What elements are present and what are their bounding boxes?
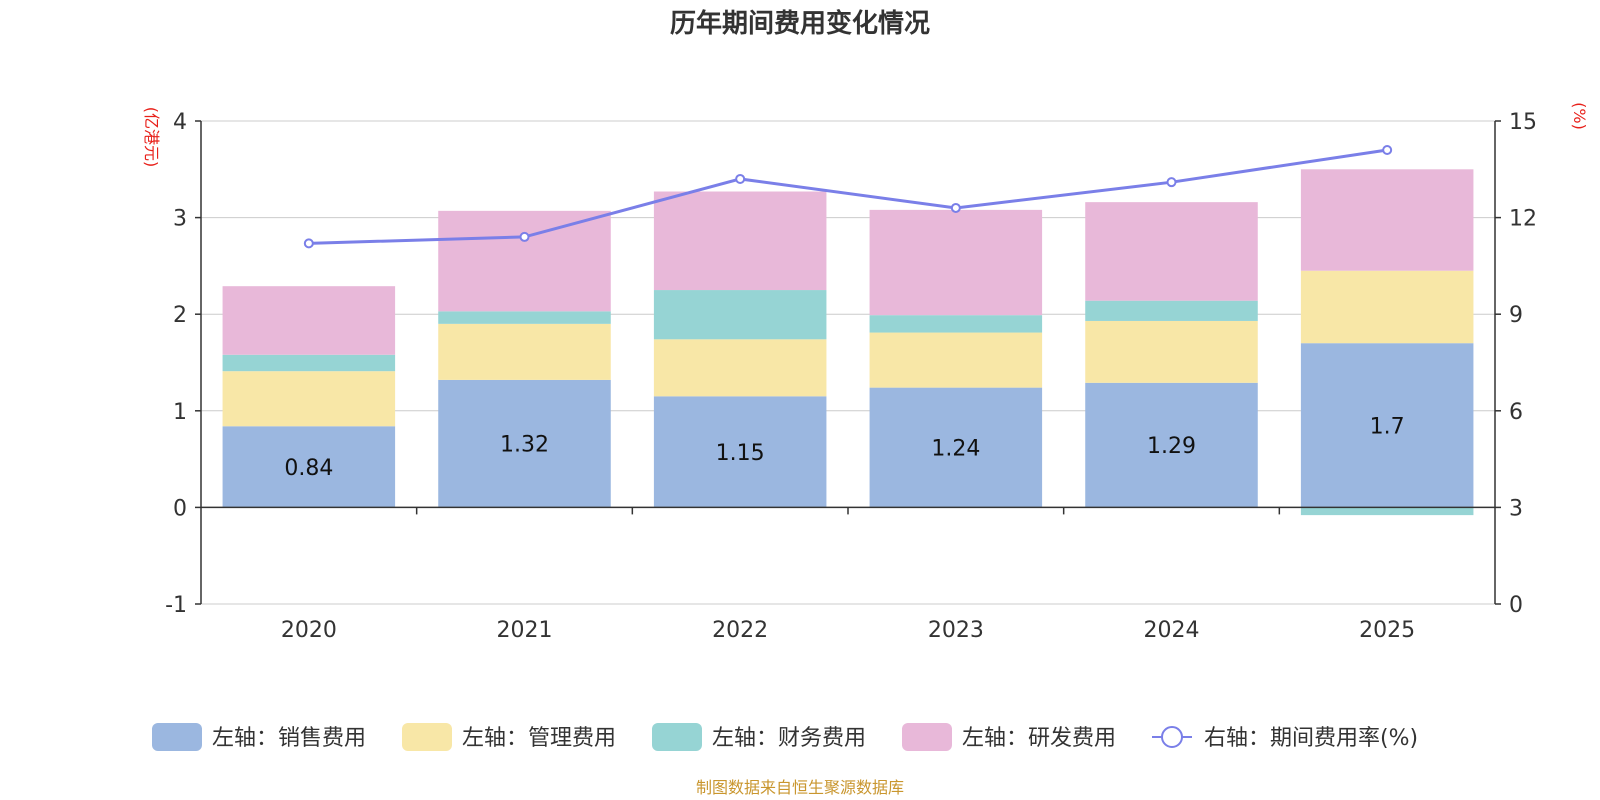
bar-segment: [222, 426, 396, 508]
expense-rate-point: [519, 231, 530, 242]
x-axis-tick-label: 2025: [1359, 618, 1415, 643]
line-layer: [303, 144, 1393, 249]
bar-data-label: 1.24: [931, 437, 980, 462]
legend-label: 左轴：销售费用: [212, 726, 366, 751]
bar-data-label: 1.32: [500, 433, 549, 458]
legend-label: 左轴：研发费用: [962, 726, 1116, 751]
bar-segment: [653, 339, 827, 397]
bar-segment: [1300, 169, 1474, 271]
legend[interactable]: 左轴：销售费用 左轴：管理费用 左轴：财务费用 左轴：研发费用 右轴：期间费用率(%): [152, 723, 1418, 751]
bar-segment: [438, 210, 611, 312]
bar-segment: [869, 332, 1043, 388]
x-axis-tick-label: 2023: [928, 618, 984, 643]
legend-item[interactable]: 左轴：管理费用: [402, 723, 616, 751]
bar-data-label: 1.15: [716, 441, 765, 466]
bar-segment: [1085, 202, 1258, 301]
legend-label: 右轴：期间费用率(%): [1204, 726, 1418, 751]
bar-segment: [1300, 270, 1474, 344]
legend-item[interactable]: 左轴：财务费用: [652, 723, 866, 751]
left-axis-tick-label: -1: [165, 593, 187, 618]
bar-segment: [869, 387, 1043, 508]
right-axis-tick-label: 9: [1509, 303, 1523, 328]
chart-title: 历年期间费用变化情况: [670, 8, 930, 39]
legend-swatch: [652, 723, 702, 751]
bar-segment: [438, 379, 611, 508]
x-axis-tick-label: 2020: [281, 618, 337, 643]
bar-segment: [869, 209, 1043, 316]
bar-segment: [653, 290, 827, 340]
legend-item[interactable]: 左轴：销售费用: [152, 723, 366, 751]
legend-label: 左轴：财务费用: [712, 726, 866, 751]
bar-data-label: 0.84: [284, 456, 333, 481]
x-axis-tick-label: 2022: [712, 618, 768, 643]
expense-rate-point: [303, 238, 314, 249]
bar-segment: [1300, 507, 1474, 516]
x-axis-tick-label: 2021: [497, 618, 553, 643]
expense-rate-point: [735, 173, 746, 184]
source-note: 制图数据来自恒生聚源数据库: [696, 778, 904, 797]
left-axis-tick-label: 1: [173, 400, 187, 425]
right-axis-tick-label: 6: [1509, 400, 1523, 425]
bar-segment: [222, 371, 396, 427]
expense-rate-line: [308, 148, 1388, 245]
right-axis-tick-label: 3: [1509, 496, 1523, 521]
left-axis-tick-label: 4: [173, 110, 187, 135]
bar-segment: [222, 354, 396, 372]
legend-swatch: [152, 723, 202, 751]
right-axis-tick-label: 0: [1509, 593, 1523, 618]
bar-data-label: 1.29: [1147, 434, 1196, 459]
expense-rate-point: [950, 202, 961, 213]
left-axis-tick-label: 3: [173, 207, 187, 232]
left-axis-tick-label: 2: [173, 303, 187, 328]
expense-rate-point: [1166, 177, 1177, 188]
bar-segment: [438, 311, 611, 324]
expense-rate-point: [1382, 144, 1393, 155]
bar-segment: [222, 286, 396, 355]
legend-swatch: [402, 723, 452, 751]
bar-data-label: 1.7: [1370, 414, 1405, 439]
left-axis-tick-label: 0: [173, 496, 187, 521]
legend-item[interactable]: 右轴：期间费用率(%): [1152, 726, 1418, 751]
right-axis-unit: (%): [1570, 102, 1589, 130]
left-axis-unit: (亿港元): [142, 107, 161, 168]
right-axis-tick-label: 15: [1509, 110, 1537, 135]
bar-segment: [1300, 343, 1474, 508]
bar-segment: [1085, 320, 1258, 383]
legend-item[interactable]: 左轴：研发费用: [902, 723, 1116, 751]
x-axis-tick-label: 2024: [1144, 618, 1200, 643]
right-axis-tick-label: 12: [1509, 207, 1537, 232]
bar-segment: [1085, 300, 1258, 321]
bar-segment: [1085, 382, 1258, 508]
legend-label: 左轴：管理费用: [462, 726, 616, 751]
legend-swatch: [902, 723, 952, 751]
bar-segment: [438, 323, 611, 380]
bar-segment: [869, 315, 1043, 333]
bar-segment: [653, 191, 827, 291]
bar-segment: [653, 396, 827, 508]
legend-marker-icon: [1161, 726, 1183, 748]
bar-layer: 0.84 1.32 1.15 1.24 1.29 1.7: [222, 169, 1474, 516]
